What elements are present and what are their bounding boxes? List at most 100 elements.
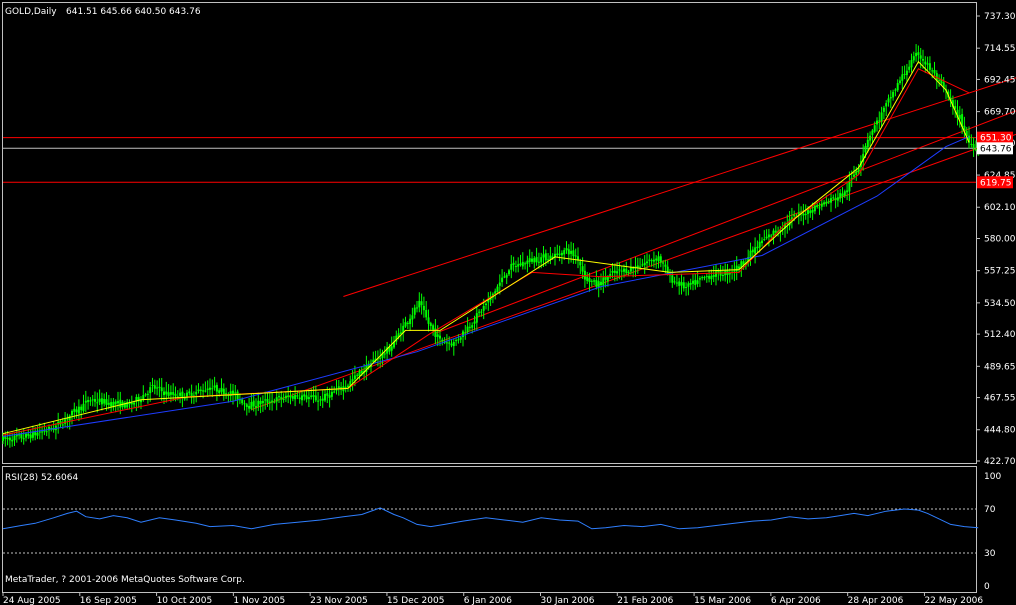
- candle-body: [73, 408, 76, 412]
- candle-body: [441, 339, 444, 342]
- candle-body: [43, 430, 46, 432]
- candle-body: [252, 400, 255, 407]
- candle-body: [356, 374, 359, 376]
- candle-body: [66, 418, 69, 420]
- candle-body: [64, 419, 67, 424]
- candle-body: [917, 52, 920, 56]
- candle-body: [61, 424, 64, 426]
- candle-body: [889, 97, 892, 99]
- candle-body: [616, 271, 619, 274]
- candle-body: [388, 346, 391, 352]
- date-tick-label: 6 Apr 2006: [771, 596, 821, 605]
- candle-body: [627, 271, 630, 274]
- candle-body: [146, 393, 149, 395]
- candle-body: [761, 240, 763, 244]
- current-price-tag: [977, 142, 1013, 155]
- candle-body: [712, 274, 715, 277]
- candle-body: [735, 265, 738, 272]
- candle-body: [351, 379, 354, 382]
- candle-body: [128, 402, 131, 405]
- candle-body: [222, 388, 225, 395]
- candle-body: [383, 353, 386, 355]
- candle-body: [579, 261, 582, 266]
- candle-body: [328, 395, 331, 398]
- candle-body: [708, 275, 711, 279]
- candle-body: [926, 63, 929, 65]
- trendline[interactable]: [435, 110, 1016, 334]
- candle-body: [202, 390, 205, 392]
- candle-body: [586, 276, 589, 281]
- candle-body: [439, 335, 441, 339]
- candle-body: [347, 385, 349, 388]
- candle-body: [903, 73, 906, 75]
- candle-body: [816, 204, 819, 207]
- date-tick-label: 15 Mar 2006: [694, 596, 751, 605]
- candle-body: [510, 264, 513, 270]
- candle-body: [685, 286, 688, 288]
- candle-body: [577, 256, 579, 261]
- rsi-label: RSI(28) 52.6064: [5, 473, 78, 483]
- candle-body: [268, 401, 271, 404]
- price-tick-label: 489.65: [984, 362, 1016, 372]
- candle-body: [961, 114, 964, 127]
- candle-body: [374, 358, 377, 361]
- candle-body: [195, 391, 198, 395]
- candle-body: [153, 385, 156, 389]
- candle-body: [965, 130, 968, 137]
- candle-body: [678, 281, 681, 286]
- candle-body: [471, 325, 474, 328]
- candle-body: [172, 392, 175, 395]
- candle-body: [87, 399, 90, 403]
- candle-body: [593, 280, 596, 282]
- candle-body: [533, 258, 536, 263]
- candle-body: [809, 210, 812, 214]
- candle-body: [715, 271, 717, 277]
- candle-body: [834, 198, 837, 200]
- candle-body: [82, 403, 85, 412]
- candle-body: [517, 264, 520, 267]
- main-pane-frame: [2, 2, 977, 464]
- candle-body: [839, 193, 842, 199]
- candle-body: [802, 213, 805, 216]
- candle-body: [220, 387, 223, 392]
- candle-body: [305, 395, 308, 400]
- candle-body: [89, 400, 92, 402]
- candle-body: [100, 398, 103, 405]
- candle-body: [176, 396, 179, 398]
- candle-body: [590, 280, 593, 282]
- candle-body: [807, 209, 809, 215]
- candle-body: [360, 370, 363, 374]
- candle-body: [381, 352, 384, 358]
- candle-body: [935, 73, 938, 81]
- candle-body: [749, 250, 752, 259]
- candle-body: [275, 397, 278, 402]
- candle-body: [549, 255, 552, 260]
- candle-body: [416, 307, 418, 309]
- candle-body: [908, 66, 911, 70]
- candle-body: [928, 63, 931, 70]
- candle-body: [294, 394, 297, 400]
- level-price-tag-label: 619.75: [980, 178, 1012, 188]
- candle-body: [289, 396, 292, 398]
- candle-body: [924, 61, 927, 65]
- candle-body: [494, 291, 497, 294]
- candle-body: [560, 252, 563, 256]
- candle-body: [869, 135, 872, 141]
- trendline[interactable]: [343, 77, 1016, 297]
- candle-body: [632, 268, 635, 270]
- candle-body: [542, 254, 545, 258]
- candle-body: [968, 135, 970, 143]
- candle-body: [399, 332, 402, 335]
- candle-body: [15, 434, 18, 437]
- candle-body: [618, 269, 621, 271]
- candle-body: [664, 264, 667, 267]
- candle-body: [547, 259, 550, 261]
- candle-body: [862, 153, 865, 162]
- candle-body: [280, 396, 283, 400]
- candle-body: [790, 217, 793, 220]
- rsi-line: [2, 507, 979, 530]
- candle-body: [899, 80, 901, 83]
- candle-body: [604, 276, 607, 280]
- candle-body: [319, 399, 322, 401]
